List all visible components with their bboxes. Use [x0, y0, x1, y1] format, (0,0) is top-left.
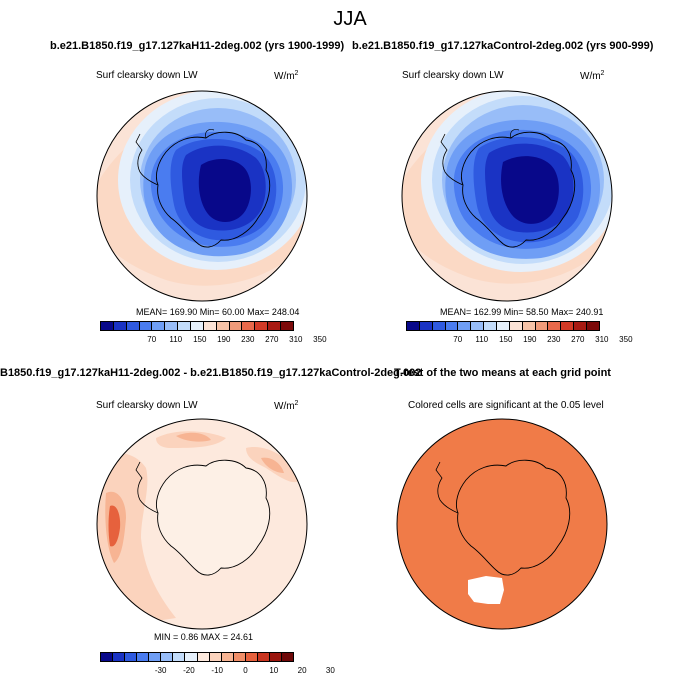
colorbar-tick-label: -10 — [211, 666, 223, 675]
colorbar-swatch — [268, 322, 282, 330]
colorbar-tick-label: 20 — [297, 666, 307, 675]
colorbar-swatch — [113, 322, 127, 330]
colorbar-tick-label: 190 — [217, 335, 231, 344]
colorbar-tick-label: 10 — [269, 666, 279, 675]
colorbar-tick-label: 30 — [325, 666, 335, 675]
colorbar-top-right — [406, 321, 600, 331]
polar-map-top-left — [96, 90, 308, 302]
colorbar-swatch — [203, 322, 217, 330]
colorbar-swatch — [113, 653, 126, 661]
colorbar-swatch — [458, 322, 472, 330]
colorbar-tick-label: 270 — [265, 335, 279, 344]
colorbar-swatch — [216, 322, 230, 330]
panel-title-bottom-left: B1850.f19_g17.127kaH11-2deg.002 - b.e21.… — [0, 367, 422, 379]
panel-title-top-left: b.e21.B1850.f19_g17.127kaH11-2deg.002 (y… — [50, 40, 345, 52]
colorbar-swatch — [152, 322, 166, 330]
colorbar-top-left — [100, 321, 294, 331]
polar-map-bottom-right — [396, 418, 608, 630]
colorbar-tick-label: 310 — [595, 335, 609, 344]
colorbar-swatch — [432, 322, 446, 330]
colorbar-tick-label: -30 — [154, 666, 167, 675]
colorbar-swatch — [209, 653, 222, 661]
units-top-right: W/m2 — [580, 70, 605, 82]
figure-title: JJA — [333, 8, 367, 30]
colorbar-swatch — [242, 322, 256, 330]
colorbar-tick-label: 270 — [571, 335, 585, 344]
colorbar-swatch — [471, 322, 485, 330]
colorbar-swatch — [139, 322, 153, 330]
colorbar-swatch — [281, 322, 293, 330]
colorbar-tick-label: 150 — [193, 335, 207, 344]
colorbar-tick-label: 230 — [547, 335, 561, 344]
colorbar-tick-label: 190 — [523, 335, 537, 344]
colorbar-swatch — [484, 322, 498, 330]
colorbar-tick-label: 230 — [241, 335, 255, 344]
colorbar-swatch — [173, 653, 186, 661]
colorbar-tick-label: 110 — [475, 335, 489, 344]
colorbar-swatch — [197, 653, 210, 661]
stats-bottom-left: MIN = 0.86 MAX = 24.61 — [154, 632, 254, 642]
colorbar-swatch — [161, 653, 174, 661]
panel-title-top-right: b.e21.B1850.f19_g17.127kaControl-2deg.00… — [352, 40, 654, 52]
colorbar-swatch — [497, 322, 510, 330]
colorbar-swatch — [509, 322, 523, 330]
colorbar-swatch — [165, 322, 179, 330]
colorbar-swatch — [245, 653, 258, 661]
polar-map-top-right — [401, 90, 613, 302]
polar-map-bottom-left — [96, 418, 308, 630]
colorbar-swatch — [191, 322, 204, 330]
colorbar-swatch — [548, 322, 562, 330]
colorbar-swatch — [574, 322, 588, 330]
colorbar-tick-label: 350 — [619, 335, 633, 344]
variable-label-bottom-left: Surf clearsky down LW — [96, 400, 198, 411]
variable-label-top-right: Surf clearsky down LW — [402, 70, 504, 81]
colorbar-swatch — [255, 322, 269, 330]
units-top-left: W/m2 — [274, 70, 299, 82]
colorbar-swatch — [137, 653, 150, 661]
colorbar-swatch — [185, 653, 198, 661]
colorbar-tick-label: 0 — [243, 666, 248, 675]
colorbar-swatch — [587, 322, 599, 330]
panel-title-bottom-right: T-test of the two means at each grid poi… — [394, 367, 611, 379]
colorbar-tick-label: 70 — [147, 335, 157, 344]
colorbar-tick-label: 350 — [313, 335, 327, 344]
units-bottom-left: W/m2 — [274, 400, 299, 412]
colorbar-swatch — [229, 322, 243, 330]
colorbar-bottom-left — [100, 652, 294, 662]
colorbar-swatch — [101, 653, 114, 661]
colorbar-swatch — [407, 322, 420, 330]
colorbar-tick-label: 70 — [453, 335, 463, 344]
colorbar-swatch — [522, 322, 536, 330]
colorbar-swatch — [126, 322, 140, 330]
colorbar-swatch — [419, 322, 433, 330]
colorbar-swatch — [149, 653, 162, 661]
colorbar-tick-label: 150 — [499, 335, 513, 344]
colorbar-swatch — [178, 322, 192, 330]
colorbar-tick-label: -20 — [183, 666, 195, 675]
colorbar-tick-label: 310 — [289, 335, 303, 344]
colorbar-tick-label: 110 — [169, 335, 183, 344]
colorbar-swatch — [257, 653, 270, 661]
colorbar-swatch — [535, 322, 549, 330]
stats-top-right: MEAN= 162.99 Min= 58.50 Max= 240.91 — [440, 307, 604, 317]
colorbar-swatch — [221, 653, 234, 661]
variable-label-top-left: Surf clearsky down LW — [96, 70, 198, 81]
colorbar-swatch — [281, 653, 293, 661]
stats-top-left: MEAN= 169.90 Min= 60.00 Max= 248.04 — [136, 307, 300, 317]
colorbar-swatch — [233, 653, 246, 661]
colorbar-swatch — [125, 653, 138, 661]
colorbar-swatch — [445, 322, 459, 330]
colorbar-swatch — [561, 322, 575, 330]
significance-note: Colored cells are significant at the 0.0… — [408, 400, 604, 411]
colorbar-swatch — [101, 322, 114, 330]
colorbar-swatch — [269, 653, 282, 661]
